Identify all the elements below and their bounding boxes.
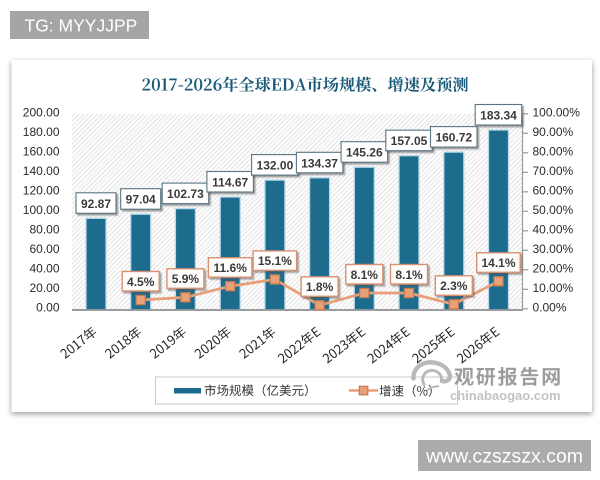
svg-text:20.00: 20.00 (29, 281, 59, 295)
svg-text:100.00: 100.00 (23, 203, 60, 217)
svg-text:0.00%: 0.00% (533, 301, 567, 315)
svg-text:20.00%: 20.00% (533, 262, 574, 276)
svg-text:www.czszszx.com: www.czszszx.com (425, 446, 583, 468)
svg-text:180.00: 180.00 (23, 125, 60, 139)
svg-text:TG: MYYJJPP: TG: MYYJJPP (25, 16, 138, 36)
svg-text:14.1%: 14.1% (481, 256, 515, 270)
svg-text:80.00: 80.00 (29, 223, 59, 237)
svg-text:40.00%: 40.00% (533, 223, 574, 237)
svg-text:145.26: 145.26 (346, 146, 383, 160)
svg-text:183.34: 183.34 (480, 109, 517, 123)
svg-text:160.72: 160.72 (435, 131, 472, 145)
svg-text:30.00%: 30.00% (533, 242, 574, 256)
svg-text:4.5%: 4.5% (127, 275, 155, 289)
svg-text:120.00: 120.00 (23, 184, 60, 198)
svg-text:132.00: 132.00 (257, 159, 294, 173)
svg-text:40.00: 40.00 (29, 262, 59, 276)
svg-text:97.04: 97.04 (126, 193, 156, 207)
svg-text:157.05: 157.05 (391, 134, 428, 148)
svg-text:92.87: 92.87 (81, 197, 111, 211)
svg-text:100.00%: 100.00% (533, 106, 581, 120)
svg-text:50.00%: 50.00% (533, 203, 574, 217)
svg-text:1.8%: 1.8% (306, 280, 334, 294)
svg-text:8.1%: 8.1% (395, 268, 423, 282)
svg-text:2.3%: 2.3% (440, 279, 468, 293)
svg-text:140.00: 140.00 (23, 164, 60, 178)
svg-text:60.00: 60.00 (29, 242, 59, 256)
svg-text:chinabaogao.com: chinabaogao.com (450, 388, 561, 403)
svg-text:200.00: 200.00 (23, 106, 60, 120)
svg-text:102.73: 102.73 (167, 187, 204, 201)
svg-text:114.67: 114.67 (212, 176, 248, 190)
svg-text:0.00: 0.00 (36, 301, 60, 315)
svg-text:60.00%: 60.00% (533, 184, 574, 198)
svg-text:11.6%: 11.6% (214, 261, 248, 275)
svg-text:90.00%: 90.00% (533, 125, 574, 139)
svg-text:8.1%: 8.1% (351, 268, 379, 282)
svg-text:10.00%: 10.00% (533, 281, 574, 295)
svg-text:70.00%: 70.00% (533, 164, 574, 178)
svg-text:5.9%: 5.9% (172, 272, 200, 286)
svg-text:15.1%: 15.1% (258, 254, 292, 268)
svg-text:134.37: 134.37 (301, 156, 338, 170)
svg-text:160.00: 160.00 (23, 145, 60, 159)
svg-text:80.00%: 80.00% (533, 145, 574, 159)
